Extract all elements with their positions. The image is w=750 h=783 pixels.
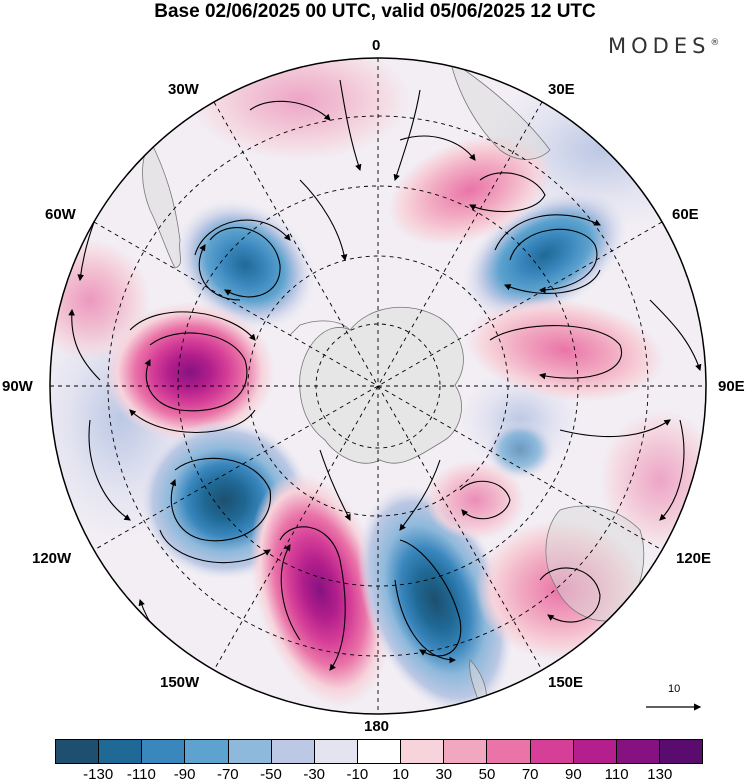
anomaly-25E [388,134,552,246]
antarctica [299,306,464,464]
colorbar-swatch-7 [357,740,402,763]
lon-label-120e: 120E [676,550,712,567]
colorbar-tick-label: -10 [346,766,369,783]
colorbar-swatch-2 [142,740,186,763]
modes-logo: MODES® [608,34,719,58]
colorbar-tick-label: 110 [604,766,629,783]
map-disk [50,58,706,714]
colorbar-swatch-14 [659,740,703,763]
south-america [142,139,181,269]
anomaly-90E [465,298,665,402]
colorbar-swatch-1 [99,740,143,763]
colorbar-tick-label: -130 [83,766,114,783]
lon-label-90e: 90E [718,378,745,395]
colorbar-swatch-13 [616,740,660,763]
anomaly-160E [357,484,513,714]
anomaly-85W [105,302,275,442]
graticule [50,58,706,714]
lon-label-150e: 150E [548,674,584,691]
lon-label-150w: 150W [160,674,200,691]
reference-vector-label: 10 [668,683,681,695]
lon-label-30e: 30E [548,81,575,98]
registered-mark: ® [710,38,720,48]
colorbar-ticks: -130 -110 -90 -70 -50 -30 -10 10 30 50 70 90 110 130 [0,767,750,783]
lon-label-60e: 60E [672,206,699,223]
colorbar-swatch-8 [401,740,445,763]
colorbar-swatch-3 [185,740,229,763]
colorbar-tick-label: 70 [521,766,539,783]
lon-label-180: 180 [364,718,390,735]
colorbar-swatch-5 [271,740,315,763]
colorbar-swatch-6 [314,740,358,763]
colorbar-tick-label: 50 [478,766,496,783]
map-title: Base 02/06/2025 00 UTC, valid 05/06/2025… [154,1,596,22]
colorbar-tick-label: -110 [126,766,156,783]
colorbar-tick-label: -70 [216,766,239,783]
colorbar-swatch-4 [228,740,272,763]
colorbar-tick-label: 130 [647,766,673,783]
lon-label-120w: 120W [32,550,72,567]
anomaly-155W [249,472,391,708]
colorbar-tick-label: -90 [173,766,196,783]
colorbar-tick-label: 30 [435,766,453,783]
map-border [49,57,707,715]
colorbar-tick-label: -50 [260,766,282,783]
lon-label-90w: 90W [2,378,33,395]
lon-label-30w: 30W [168,81,199,98]
lon-label-0: 0 [372,37,381,54]
colorbar-swatch-12 [573,740,617,763]
africa [449,59,551,160]
colorbar-tick-label: 90 [565,766,582,783]
colorbar-swatch-0 [56,740,100,763]
lon-label-60w: 60W [45,206,76,223]
colorbar-swatch-10 [487,740,531,763]
brand-text: MODES [608,34,711,58]
colorbar-swatch-9 [444,740,488,763]
colorbar-swatch-11 [530,740,574,763]
colorbar-tick-label: 10 [392,766,409,783]
colorbar [55,739,703,764]
colorbar-tick-label: -30 [303,766,326,783]
